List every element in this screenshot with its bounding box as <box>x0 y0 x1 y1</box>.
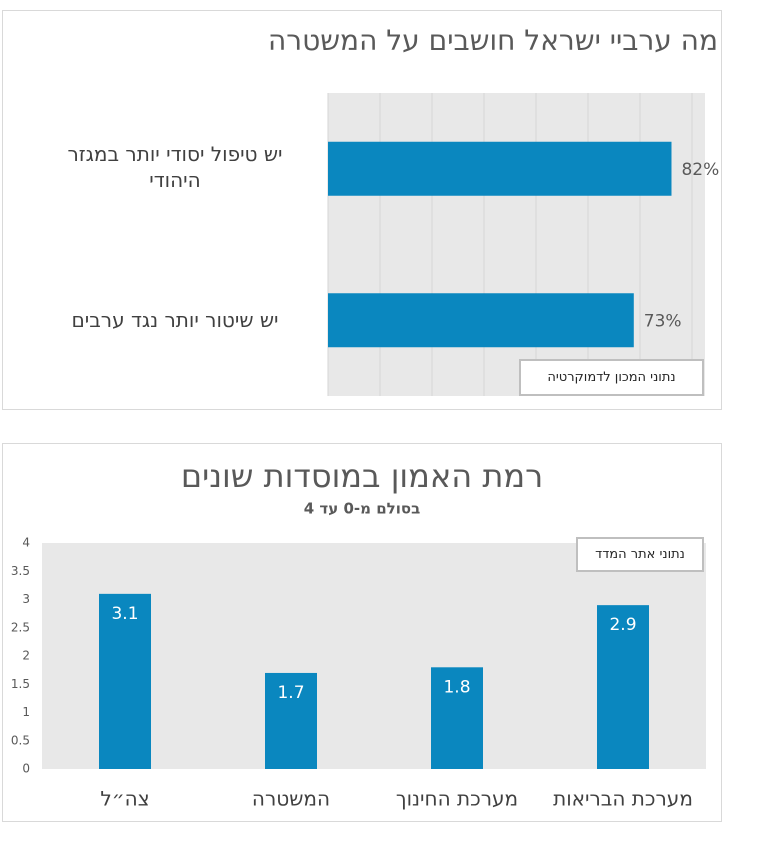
x-tick-label: מערכת הבריאות <box>553 787 693 811</box>
bar <box>328 293 634 348</box>
x-tick-label: המשטרה <box>252 787 330 811</box>
annotation-box <box>576 537 704 572</box>
y-tick-label: 2 <box>22 649 30 663</box>
y-tick-label: 3.5 <box>11 564 30 578</box>
bar <box>328 141 672 196</box>
y-tick-label: 0.5 <box>11 733 30 747</box>
value-label: 82% <box>681 160 719 180</box>
category-label: יש טיפול יסודי יותר במגזר היהודי <box>67 141 283 192</box>
value-label: 1.8 <box>443 677 470 697</box>
plot-area <box>42 543 706 769</box>
value-label: 2.9 <box>609 615 636 635</box>
chart-title: רמת האמון במוסדות שונים <box>181 457 543 495</box>
bar <box>597 605 649 769</box>
category-label: יש שיטור יותר נגד ערבים <box>71 308 279 333</box>
annotation-box <box>519 359 704 396</box>
annotation: נתוני אתר המדד <box>595 547 685 562</box>
x-tick-label: מערכת החינוך <box>396 787 518 811</box>
y-tick-label: 1.5 <box>11 677 30 691</box>
chart-title: מה ערביי ישראל חושבים על המשטרה <box>268 24 718 57</box>
value-label: 3.1 <box>111 604 138 624</box>
bar <box>99 593 151 769</box>
annotation: נתוני המכון לדמוקרטיה <box>547 370 675 385</box>
value-label: 73% <box>644 311 682 331</box>
plot-area <box>328 93 705 396</box>
y-tick-label: 0 <box>22 762 30 776</box>
y-tick-label: 4 <box>22 536 30 550</box>
y-tick-label: 1 <box>22 705 30 719</box>
value-label: 1.7 <box>277 683 304 703</box>
bar <box>265 672 317 769</box>
y-tick-label: 2.5 <box>11 620 30 634</box>
bar <box>431 667 483 769</box>
chart-subtitle: בסולם מ-0 עד 4 <box>304 500 420 518</box>
y-tick-label: 3 <box>22 592 30 606</box>
x-tick-label: צה״ל <box>100 787 149 811</box>
